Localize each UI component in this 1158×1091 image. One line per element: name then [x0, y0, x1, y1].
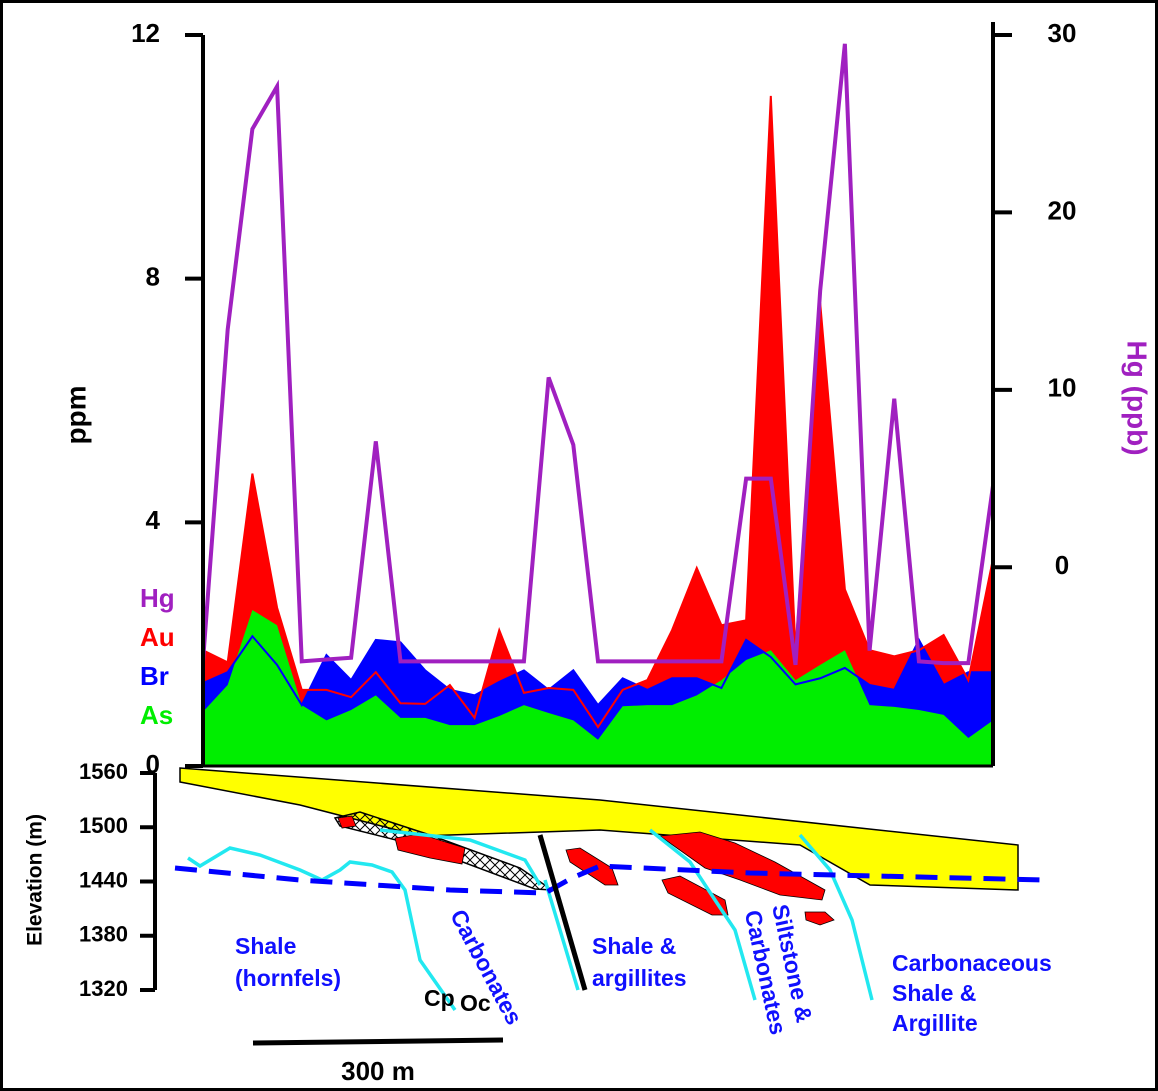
series-line — [202, 634, 993, 708]
fault — [537, 834, 588, 991]
legend-entry: Hg — [140, 583, 175, 613]
y2-tick-label: 0 — [1055, 550, 1069, 580]
scale-bar — [252, 1037, 504, 1046]
unit-label: argillites — [592, 965, 687, 991]
y-tick-label: 1320 — [79, 976, 128, 1001]
unit-label: Shale & — [892, 980, 976, 1006]
y-tick-label: 4 — [146, 505, 161, 535]
y2-tick-label: 30 — [1048, 18, 1077, 48]
y-tick-label: 8 — [146, 262, 160, 292]
series-line — [202, 95, 994, 729]
unit-label: Argillite — [892, 1010, 978, 1036]
series-line — [201, 43, 995, 666]
area — [203, 610, 993, 766]
y-axis-label: ppm — [60, 385, 91, 444]
y2-axis-label: Hg (ppb) — [1122, 340, 1153, 455]
ore-bodies — [337, 815, 835, 926]
unit-label: Shale — [235, 933, 296, 959]
y-tick-label: 1560 — [79, 759, 128, 784]
unit-label: Carbonaceous — [892, 950, 1052, 976]
y-tick-label: 1440 — [79, 867, 128, 892]
y-tick-label: 12 — [131, 18, 160, 48]
unit-label: Oc — [460, 990, 491, 1016]
y-tick-label: 1380 — [79, 922, 128, 947]
y-axis-label: Elevation (m) — [24, 814, 47, 946]
legend-entry: Br — [140, 661, 169, 691]
y2-tick-label: 20 — [1048, 195, 1077, 225]
unit-label: Cp — [424, 985, 455, 1011]
legend-entry: Au — [140, 622, 175, 652]
cover-unit — [179, 767, 1019, 891]
contacts — [187, 828, 874, 1012]
legend-entry: As — [140, 700, 173, 730]
y-tick-label: 1500 — [79, 813, 128, 838]
y2-tick-label: 10 — [1048, 373, 1077, 403]
unit-label: Shale & — [592, 933, 676, 959]
unit-label: (hornfels) — [235, 965, 341, 991]
scale-label: 300 m — [341, 1056, 415, 1086]
cross-section: 1320 1380 1440 1500 1560 Elevation (m) Shale (h… — [24, 759, 1052, 1086]
water-table — [174, 863, 1046, 896]
